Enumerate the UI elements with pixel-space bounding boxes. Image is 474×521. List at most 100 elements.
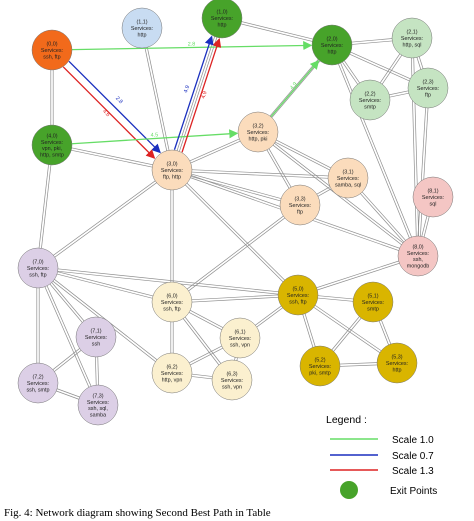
node-label-line: (2,1)	[406, 30, 417, 36]
node-label-line: (6,2)	[166, 365, 177, 371]
network-edge	[172, 205, 301, 304]
legend-title: Legend :	[326, 414, 367, 426]
network-edge	[51, 145, 172, 172]
node-label-line: (7,1)	[90, 329, 101, 335]
node-label-line: ftp	[297, 209, 303, 215]
network-edge	[170, 170, 298, 297]
node-label-line: ssh, ftp	[289, 299, 306, 305]
figure-caption: Fig. 4: Network diagram showing Second B…	[4, 507, 271, 519]
node-3-0: (3,0)Services:ftp, http	[151, 149, 193, 191]
node-5-0: (5,0)Services:ssh, ftp	[277, 274, 319, 316]
node-label-line: Services:	[161, 371, 183, 377]
node-label-line: Services:	[407, 251, 429, 257]
node-label-line: (5,0)	[292, 287, 303, 293]
network-edge	[37, 168, 172, 268]
node-circle	[391, 17, 433, 59]
node-label-line: Services:	[247, 130, 269, 136]
node-label-line: Services:	[359, 98, 381, 104]
node-label-line: http	[393, 367, 402, 373]
network-edge	[172, 18, 224, 171]
node-circle	[17, 247, 59, 289]
node-label-line: http, sql	[403, 42, 422, 48]
network-nodes: (0,0)Services:ssh, ftp(1,1)Services:http…	[17, 0, 454, 426]
legend: Legend : Scale 1.0 Scale 0.7 Scale 1.3 E…	[326, 414, 437, 499]
node-label-line: Services:	[401, 36, 423, 42]
node-circle	[151, 352, 193, 394]
node-3-3: (3,3)Services:ftp	[279, 184, 321, 226]
network-edge	[297, 254, 418, 295]
attack-paths: 2.82.84.64.54.94.9 4.9	[62, 35, 320, 159]
node-label-line: Services:	[287, 293, 309, 299]
node-label-line: Services:	[27, 266, 49, 272]
network-edge	[418, 88, 430, 257]
node-label-line: ssh, ftp	[29, 272, 46, 278]
node-label-line: http, pki	[249, 136, 268, 142]
network-edge	[171, 170, 300, 207]
node-2-3: (2,3)Services:ftp	[407, 67, 449, 109]
node-8-1: (8,1)Services:sql	[412, 176, 454, 218]
network-edge	[38, 170, 173, 270]
node-7-0: (7,0)Services:ssh, ftp	[17, 247, 59, 289]
node-label-line: Services:	[422, 195, 444, 201]
node-circle	[277, 274, 319, 316]
attack-path-scale-0-7	[68, 60, 161, 154]
node-label-line: (7,0)	[32, 260, 43, 266]
node-label-line: (5,1)	[367, 294, 378, 300]
node-label-line: ssh, vpn	[230, 342, 250, 348]
node-circle	[77, 384, 119, 426]
node-circle	[327, 157, 369, 199]
attack-path-weight-label: 4.9	[201, 91, 209, 100]
node-label-line: (8,1)	[427, 189, 438, 195]
node-circle	[211, 359, 253, 401]
attack-path-scale-1-0	[71, 40, 313, 51]
node-circle	[397, 235, 439, 277]
node-label-line: ftp	[425, 92, 431, 98]
legend-exit-point-swatch	[340, 481, 358, 499]
node-label-line: (6,3)	[226, 372, 237, 378]
network-edge	[37, 268, 172, 304]
node-0-0: (0,0)Services:ssh, ftp	[31, 29, 73, 71]
node-label-line: pki, smtp	[309, 370, 331, 376]
node-label-line: Services:	[386, 361, 408, 367]
node-label-line: Services:	[161, 168, 183, 174]
node-label-line: smtp	[367, 306, 379, 312]
node-label-line: (3,2)	[252, 124, 263, 130]
node-label-line: Services:	[221, 378, 243, 384]
node-label-line: Services:	[41, 48, 63, 54]
node-label-line: samba	[90, 412, 106, 418]
node-label-line: (5,3)	[391, 355, 402, 361]
node-label-line: (2,3)	[422, 80, 433, 86]
network-edge	[410, 38, 418, 257]
node-label-line: Services:	[27, 381, 49, 387]
node-7-2: (7,2)Services:ssh, smtp	[17, 362, 59, 404]
attack-path-weight-label: 4.6	[101, 109, 111, 119]
node-circle	[299, 345, 341, 387]
node-circle	[75, 316, 117, 358]
network-edge	[38, 266, 173, 302]
node-label-line: vpn, pki,	[42, 146, 63, 152]
attack-path-scale-1-3	[62, 66, 156, 159]
attack-path-weight-label: 4.9	[289, 81, 298, 91]
node-3-2: (3,2)Services:http, pki	[237, 111, 279, 153]
network-edge	[330, 45, 418, 257]
network-edge	[172, 168, 301, 205]
network-edge	[332, 44, 420, 256]
node-label-line: ftp, http	[163, 174, 181, 180]
node-label-line: http	[218, 22, 227, 28]
node-label-line: Services:	[131, 26, 153, 32]
node-5-1: (5,1)Services:smtp	[352, 281, 394, 323]
node-label-line: (6,0)	[166, 294, 177, 300]
node-label-line: (3,1)	[342, 170, 353, 176]
network-edge	[142, 27, 174, 170]
node-label-line: http, vpn	[162, 377, 183, 383]
node-label-line: Services:	[41, 140, 63, 146]
node-label-line: ssh	[92, 341, 100, 347]
attack-path-scale-1-3	[181, 37, 222, 153]
node-1-0: (1,0)Services:http	[201, 0, 243, 39]
node-label-line: ssh, smtp	[26, 387, 49, 393]
node-label-line: samba, sql	[335, 182, 361, 188]
attack-path-scale-1-0	[71, 129, 239, 145]
node-7-1: (7,1)Services:ssh	[75, 316, 117, 358]
attack-path-scale-0-7	[173, 35, 214, 150]
